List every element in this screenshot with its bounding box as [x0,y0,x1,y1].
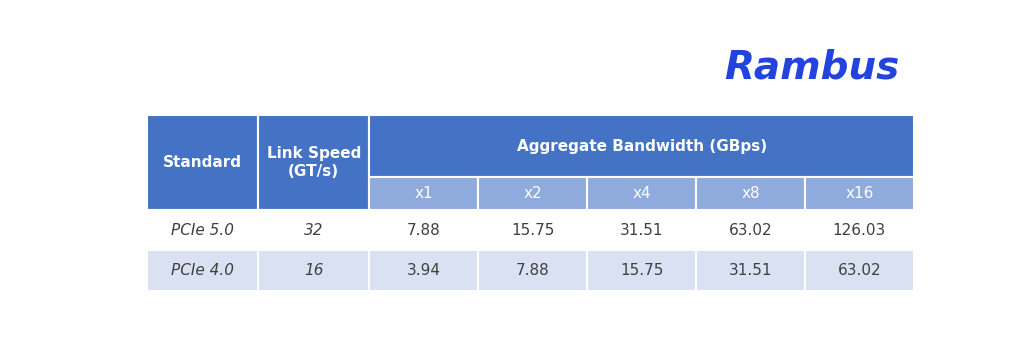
Text: x2: x2 [524,186,542,201]
Bar [147,210,258,250]
Bar [369,115,914,177]
Text: 16: 16 [304,263,324,278]
Bar [147,115,258,210]
Bar [587,177,697,210]
Text: x16: x16 [846,186,874,201]
Text: 15.75: 15.75 [620,263,663,278]
Bar [369,177,478,210]
Bar [697,177,805,210]
Bar [369,210,478,250]
Text: x1: x1 [415,186,434,201]
Text: 126.03: 126.03 [833,222,886,237]
Text: Standard: Standard [164,155,242,170]
Text: 63.02: 63.02 [837,263,881,278]
Text: PCIe 4.0: PCIe 4.0 [171,263,234,278]
Text: x8: x8 [741,186,760,201]
Bar [478,177,587,210]
Bar [258,250,369,291]
Text: 32: 32 [304,222,324,237]
Bar [697,250,805,291]
Text: 15.75: 15.75 [511,222,555,237]
Bar [587,250,697,291]
Text: x4: x4 [632,186,651,201]
Text: Aggregate Bandwidth (GBps): Aggregate Bandwidth (GBps) [516,139,767,154]
Bar [258,210,369,250]
Bar [587,210,697,250]
Text: Rambus: Rambus [724,48,899,87]
Text: 3.94: 3.94 [407,263,441,278]
Bar [805,210,914,250]
Text: Link Speed
(GT/s): Link Speed (GT/s) [267,146,361,179]
Bar [478,210,587,250]
Bar [258,115,369,210]
Text: 31.51: 31.51 [620,222,663,237]
Bar [369,250,478,291]
Bar [697,210,805,250]
Bar [478,250,587,291]
Text: 7.88: 7.88 [407,222,441,237]
Text: 31.51: 31.51 [729,263,772,278]
Text: 7.88: 7.88 [515,263,550,278]
Bar [805,177,914,210]
Bar [805,250,914,291]
Text: PCIe 5.0: PCIe 5.0 [171,222,234,237]
Text: 63.02: 63.02 [729,222,772,237]
Bar [147,250,258,291]
